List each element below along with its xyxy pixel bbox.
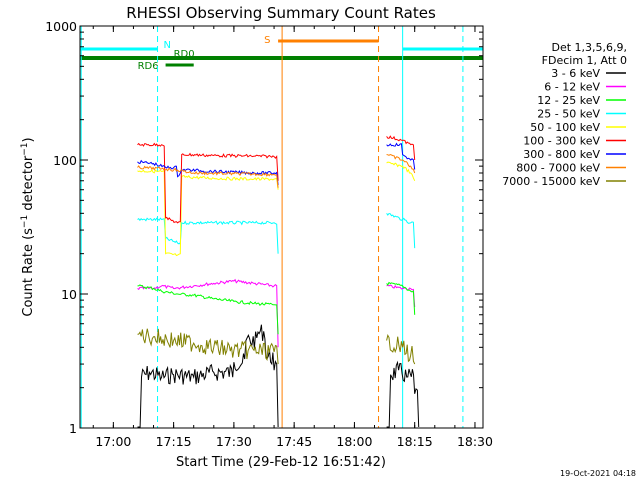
series-12-25-kev-segment-2 xyxy=(386,281,416,315)
legend-label-300-800-kev: 300 - 800 keV xyxy=(523,148,600,161)
flag-label-s: S xyxy=(264,35,270,46)
detector-info: Det 1,3,5,6,9,FDecim 1, Att 0 xyxy=(542,41,627,67)
x-axis-label: Start Time (29-Feb-12 16:51:42) xyxy=(176,455,386,470)
flag-label-n: N xyxy=(164,40,171,51)
plot-frame xyxy=(79,25,484,429)
series-7000-15000-kev-segment-2 xyxy=(386,334,416,365)
x-tick-label-18-30: 18:30 xyxy=(457,434,493,449)
series-6-12-kev-segment-1 xyxy=(137,278,279,348)
series-12-25-kev-segment-1 xyxy=(137,284,279,335)
series-25-50-kev-segment-1 xyxy=(137,217,279,254)
info-line-2: FDecim 1, Att 0 xyxy=(542,54,627,67)
y-axis-label: Count Rate (s−1 detector−1) xyxy=(20,137,36,316)
legend-label-3-6-kev: 3 - 6 keV xyxy=(551,67,600,80)
legend-label-100-300-kev: 100 - 300 keV xyxy=(523,135,600,148)
y-tick-label-1000: 1000 xyxy=(45,19,77,34)
series-50-100-kev-segment-2 xyxy=(386,161,416,182)
x-tick-label-18-00: 18:00 xyxy=(336,434,372,449)
flag-label-rd0: RD0 xyxy=(174,49,195,60)
x-tick-label-18-15: 18:15 xyxy=(397,434,433,449)
series-50-100-kev-segment-1 xyxy=(137,168,279,257)
series-800-7000-kev-segment-1 xyxy=(137,165,279,188)
series-7000-15000-kev-segment-1 xyxy=(137,328,279,365)
legend-label-50-100-kev: 50 - 100 keV xyxy=(530,121,600,134)
legend-label-800-7000-kev: 800 - 7000 keV xyxy=(516,162,600,175)
series-3-6-kev-segment-1 xyxy=(137,324,279,428)
legend-label-12-25-kev: 12 - 25 keV xyxy=(537,94,600,107)
x-tick-label-17-30: 17:30 xyxy=(216,434,252,449)
legend-label-7000-15000-kev: 7000 - 15000 keV xyxy=(502,175,600,188)
series-100-300-kev-segment-2 xyxy=(386,135,416,161)
y-tick-label-10: 10 xyxy=(61,287,77,302)
series-25-50-kev-segment-2 xyxy=(386,212,416,249)
vertical-markers xyxy=(80,26,464,428)
series-6-12-kev-segment-2 xyxy=(386,284,416,308)
legend-label-25-50-kev: 25 - 50 keV xyxy=(537,108,600,121)
x-tick-label-17-15: 17:15 xyxy=(156,434,192,449)
series-800-7000-kev-segment-2 xyxy=(386,153,416,174)
flag-bars: N S RD0 RD6 xyxy=(80,35,483,72)
series-3-6-kev-segment-2 xyxy=(386,360,420,428)
series-100-300-kev-segment-1 xyxy=(137,142,279,224)
series-300-800-kev-segment-1 xyxy=(137,159,279,186)
chart-title: RHESSI Observing Summary Count Rates xyxy=(126,4,436,22)
x-tick-label-17-00: 17:00 xyxy=(95,434,131,449)
axis-ticks: 17:00 17:15 17:30 17:45 18:00 18:15 18:30 1 10 10… xyxy=(45,19,493,449)
flag-label-rd6: RD6 xyxy=(138,61,159,72)
legend-label-6-12-kev: 6 - 12 keV xyxy=(544,81,600,94)
info-line-1: Det 1,3,5,6,9, xyxy=(551,41,627,54)
series-300-800-kev-segment-2 xyxy=(386,142,416,170)
y-tick-label-100: 100 xyxy=(53,153,77,168)
y-tick-label-1: 1 xyxy=(69,421,77,436)
series-layer xyxy=(137,135,420,428)
footer-date: 19-Oct-2021 04:18 xyxy=(560,469,636,478)
x-tick-label-17-45: 17:45 xyxy=(276,434,312,449)
